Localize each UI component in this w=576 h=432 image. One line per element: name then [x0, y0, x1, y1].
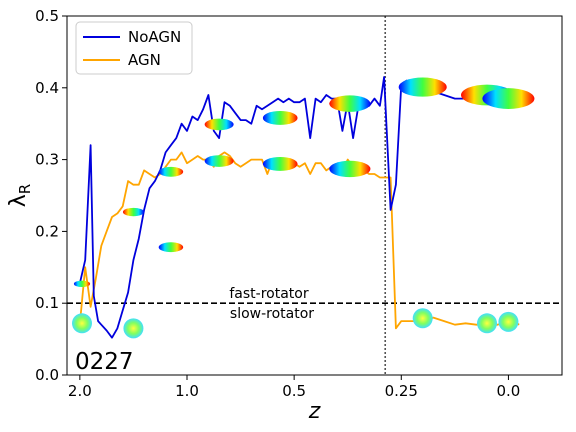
velocity-map-insets: [72, 77, 535, 339]
velocity-map-inset: [262, 156, 298, 171]
velocity-map-inset: [204, 155, 234, 167]
y-axis-label: λR: [6, 184, 34, 207]
galaxy-id-label: 0227: [75, 349, 134, 375]
velocity-map-inset: [158, 166, 184, 177]
velocity-map-inset: [398, 77, 447, 97]
y-axis-label-base: λ: [6, 194, 31, 207]
plot-frame: [66, 15, 563, 376]
legend-label-agn: AGN: [128, 51, 161, 69]
x-tick-label: 0.0: [496, 382, 520, 400]
x-tick-label: 1.0: [175, 382, 199, 400]
velocity-map-inset: [498, 311, 519, 332]
velocity-map-inset: [329, 160, 371, 178]
x-axis-label: z: [308, 399, 321, 424]
legend-label-noagn: NoAGN: [128, 28, 181, 46]
velocity-map-inset: [329, 95, 371, 112]
reference-lines: [67, 16, 562, 375]
slow-rotator-label: slow-rotator: [230, 306, 314, 322]
velocity-map-inset: [412, 308, 433, 329]
y-tick-label: 0.0: [35, 366, 59, 384]
velocity-map-inset: [122, 207, 144, 217]
velocity-map-inset: [72, 313, 92, 334]
velocity-map-inset: [482, 88, 535, 109]
y-tick-label: 0.1: [35, 294, 59, 312]
velocity-map-inset: [477, 313, 497, 334]
velocity-map-inset: [204, 118, 234, 131]
y-tick-label: 0.2: [35, 222, 59, 240]
y-tick-label: 0.3: [35, 151, 59, 169]
legend: NoAGN AGN: [75, 21, 193, 75]
axes: 2.0 1.0 0.5 0.25 0.0 0.0 0.1 0.2 0.3 0.4 0.5: [35, 7, 520, 400]
y-tick-label: 0.4: [35, 79, 59, 97]
y-tick-label: 0.5: [35, 7, 59, 25]
fast-rotator-label: fast-rotator: [229, 286, 308, 302]
velocity-map-inset: [73, 280, 91, 288]
x-tick-label: 2.0: [68, 382, 92, 400]
velocity-map-inset: [123, 318, 144, 339]
velocity-map-inset: [158, 242, 184, 253]
x-tick-label: 0.25: [385, 382, 418, 400]
y-axis-label-subscript: R: [16, 184, 34, 194]
velocity-map-inset: [262, 111, 298, 125]
x-tick-label: 0.5: [282, 382, 306, 400]
